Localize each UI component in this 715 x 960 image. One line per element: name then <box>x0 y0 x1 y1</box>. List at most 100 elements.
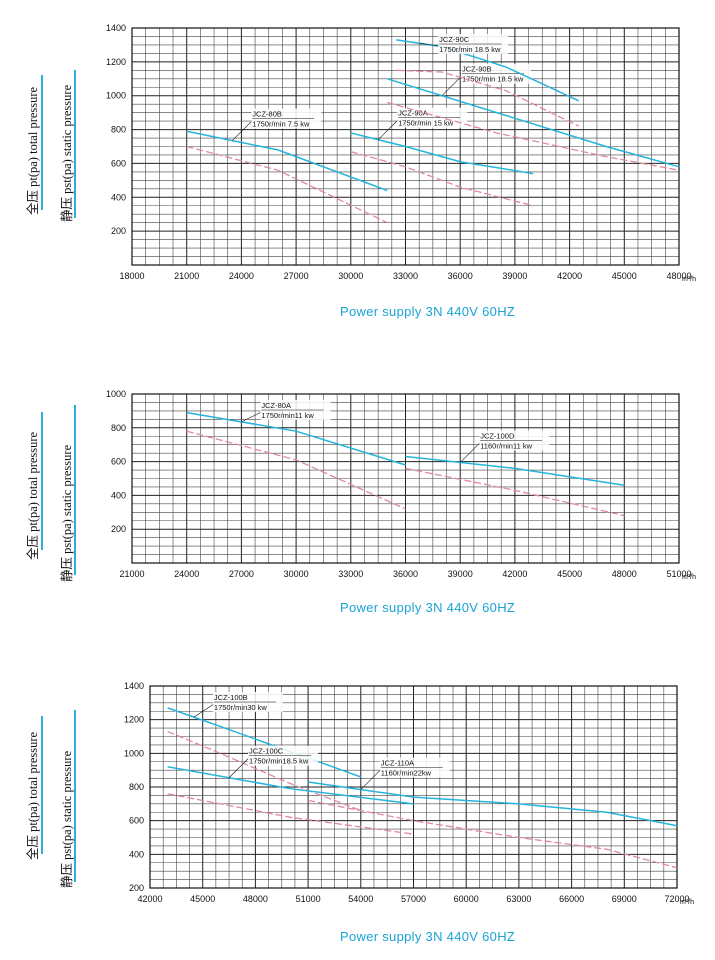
performance-chart-3: 42000 45000 48000 51000 54000 57000 60000 63000… <box>124 681 694 906</box>
y-tick-label: 400 <box>111 490 126 500</box>
callout-line <box>193 703 215 718</box>
static-pressure-curve <box>307 799 678 869</box>
callout-line <box>241 411 262 423</box>
static-pressure-curve <box>167 730 362 812</box>
y-tick-label: 1200 <box>124 715 144 725</box>
chart-panel-3: 全压 pt(pa) total pressure 静压 pst(pa) stat… <box>0 620 715 960</box>
static-pressure-curve <box>186 430 406 510</box>
plot-frame <box>131 27 680 266</box>
series-model-label: JCZ-100B <box>214 693 248 702</box>
x-tick-label: 21000 <box>119 569 144 579</box>
series-model-label: JCZ-80B <box>252 110 282 119</box>
x-tick-label: 42000 <box>137 894 162 904</box>
x-unit-label: m³/h <box>680 899 694 906</box>
series-model-label: JCZ-90C <box>439 35 470 44</box>
x-tick-label: 21000 <box>174 271 199 281</box>
y-tick-label: 1200 <box>106 57 126 67</box>
static-pressure-curve <box>167 793 414 835</box>
x-tick-label: 54000 <box>348 894 373 904</box>
performance-chart-2: 21000 24000 27000 30000 33000 36000 39000 42000… <box>106 389 696 581</box>
y-tick-label: 1000 <box>124 748 144 758</box>
callout-line <box>419 42 440 47</box>
x-tick-label: 51000 <box>296 894 321 904</box>
x-tick-label: 27000 <box>284 271 309 281</box>
grid <box>149 685 678 889</box>
chart-panel-2: 全压 pt(pa) total pressure 静压 pst(pa) stat… <box>0 320 715 620</box>
x-tick-label: 45000 <box>190 894 215 904</box>
x-tick-label: 36000 <box>448 271 473 281</box>
x-tick-label: 24000 <box>174 569 199 579</box>
y-tick-label: 1400 <box>124 681 144 691</box>
callout-line <box>441 75 463 96</box>
y-tick-label: 1000 <box>106 91 126 101</box>
static-pressure-curve <box>350 150 534 207</box>
power-supply-label: Power supply 3N 440V 60HZ <box>340 929 516 944</box>
chart-panel-1: 全压 pt(pa) total pressure 静压 pst(pa) stat… <box>0 0 715 320</box>
x-tick-label: 48000 <box>612 569 637 579</box>
series-spec-label: 1750r/min30 kw <box>214 703 268 712</box>
x-tick-label: 18000 <box>119 271 144 281</box>
total-pressure-curve <box>405 455 625 487</box>
y-tick-label: 1400 <box>106 23 126 33</box>
x-tick-label: 45000 <box>612 271 637 281</box>
power-supply-label: Power supply 3N 440V 60HZ <box>340 304 516 319</box>
y-tick-label: 200 <box>129 883 144 893</box>
y-label-total-underline <box>41 716 43 854</box>
series-model-label: JCZ-100C <box>249 747 284 756</box>
x-tick-label: 24000 <box>229 271 254 281</box>
series-spec-label: 1750r/min18.5 kw <box>249 757 309 766</box>
total-pressure-curve <box>186 130 388 192</box>
series-spec-label: 1750r/min 7.5 kw <box>252 120 310 129</box>
plot-frame <box>149 685 678 889</box>
y-label-static-underline <box>74 710 76 882</box>
callout-line <box>228 757 250 778</box>
callout-line <box>232 120 253 141</box>
y-tick-label: 600 <box>129 816 144 826</box>
y-tick-label: 800 <box>111 423 126 433</box>
series-spec-label: 1160r/min11 kw <box>480 441 532 450</box>
x-unit-label: m³/h <box>682 276 696 283</box>
x-tick-label: 42000 <box>557 271 582 281</box>
total-pressure-curve <box>186 411 406 466</box>
static-pressure-curve <box>396 69 580 127</box>
series-spec-label: 1750r/min 18.5 kw <box>462 75 524 84</box>
x-tick-label: 72000 <box>664 894 689 904</box>
x-tick-label: 39000 <box>502 271 527 281</box>
series-model-label: JCZ-110A <box>381 759 414 768</box>
y-tick-label: 400 <box>129 849 144 859</box>
y-tick-label: 200 <box>111 524 126 534</box>
x-tick-label: 57000 <box>401 894 426 904</box>
y-label-static-underline <box>74 70 76 218</box>
x-tick-label: 33000 <box>393 271 418 281</box>
y-label-total-underline <box>41 75 43 210</box>
callout-line <box>360 769 382 790</box>
y-tick-label: 1000 <box>106 389 126 399</box>
total-pressure-curve <box>307 781 678 827</box>
y-tick-label: 400 <box>111 192 126 202</box>
series-model-label: JCZ-80A <box>261 401 291 410</box>
total-pressure-curve <box>167 766 414 805</box>
performance-chart-1: 18000 21000 24000 27000 30000 33000 36000 39000… <box>106 23 696 283</box>
series-spec-label: 1750r/min11 kw <box>261 411 314 420</box>
grid <box>131 393 680 564</box>
series-spec-label: 1750r/min 18.5 kw <box>439 45 501 54</box>
y-tick-label: 600 <box>111 457 126 467</box>
x-tick-label: 42000 <box>502 569 527 579</box>
series-model-label: JCZ-90B <box>462 65 492 74</box>
x-tick-label: 30000 <box>338 271 363 281</box>
y-tick-label: 200 <box>111 226 126 236</box>
x-tick-label: 45000 <box>557 569 582 579</box>
x-tick-label: 51000 <box>666 569 691 579</box>
static-pressure-curve <box>387 101 680 171</box>
x-tick-label: 63000 <box>506 894 531 904</box>
x-tick-label: 30000 <box>284 569 309 579</box>
x-tick-label: 60000 <box>454 894 479 904</box>
callout-line <box>377 119 399 140</box>
x-tick-label: 33000 <box>338 569 363 579</box>
power-supply-label: Power supply 3N 440V 60HZ <box>340 600 516 615</box>
y-tick-label: 800 <box>129 782 144 792</box>
x-tick-label: 69000 <box>612 894 637 904</box>
x-tick-label: 66000 <box>559 894 584 904</box>
x-tick-label: 48000 <box>243 894 268 904</box>
series-spec-label: 1750r/min 15 kw <box>398 119 454 128</box>
